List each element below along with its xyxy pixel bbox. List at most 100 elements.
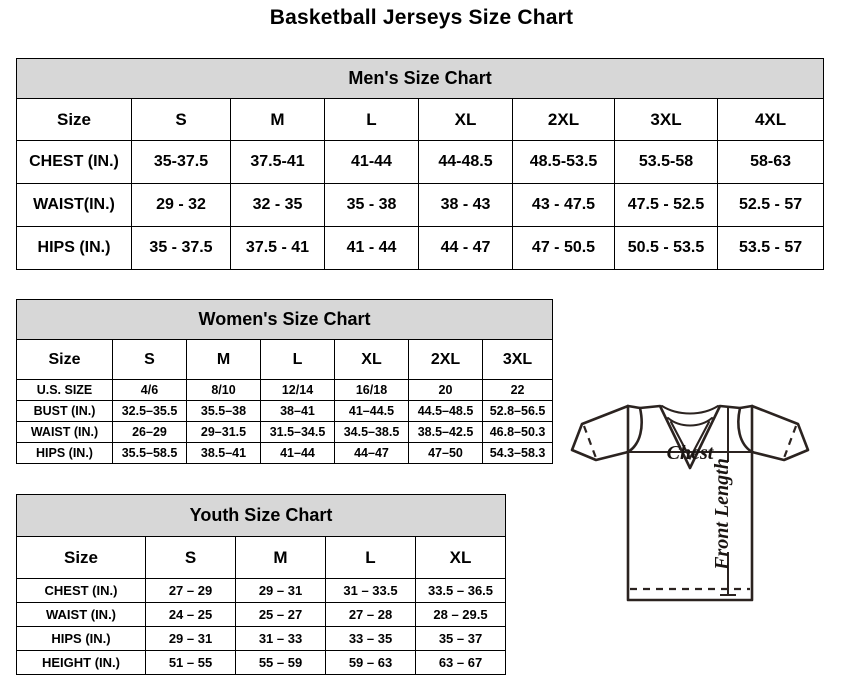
right-shoulder-seam [737,404,754,454]
mens-header-cell: 4XL [716,98,825,141]
womens-header-cell: 3XL [481,339,554,380]
youth-row-label: WAIST (IN.) [16,602,146,627]
womens-cell: 38–41 [260,400,335,422]
youth-cell: 25 – 27 [235,602,326,627]
mens-cell: 41 - 44 [324,226,419,270]
mens-band-row: Men's Size Chart [15,58,825,99]
mens-header-cell: M [230,98,325,141]
mens-cell: 44 - 47 [418,226,513,270]
youth-cell: 29 – 31 [145,626,236,651]
womens-header-row: Size S M L XL 2XL 3XL [16,339,554,380]
youth-cell: 55 – 59 [235,650,326,675]
youth-cell: 31 – 33.5 [325,578,416,603]
youth-cell: 27 – 29 [145,578,236,603]
mens-cell: 43 - 47.5 [512,183,615,227]
youth-cell: 33 – 35 [325,626,416,651]
v-neck-outer-line [638,404,742,470]
mens-header-cell: 2XL [512,98,615,141]
table-row: U.S. SIZE 4/6 8/10 12/14 16/18 20 22 [16,379,554,401]
table-row: HIPS (IN.) 35 - 37.5 37.5 - 41 41 - 44 4… [16,226,825,270]
womens-cell: 47–50 [408,442,483,464]
womens-header-cell: M [186,339,261,380]
left-cuff-dashed-line [582,425,598,459]
womens-cell: 44.5–48.5 [408,400,483,422]
mens-cell: 47 - 50.5 [512,226,615,270]
womens-cell: 32.5–35.5 [112,400,187,422]
youth-header-cell: M [235,536,326,579]
womens-cell: 31.5–34.5 [260,421,335,443]
womens-cell: 46.8–50.3 [481,421,554,443]
mens-cell: 48.5-53.5 [512,140,615,184]
womens-band-title: Women's Size Chart [15,299,554,340]
youth-row-label: CHEST (IN.) [16,578,146,603]
mens-cell: 50.5 - 53.5 [614,226,718,270]
table-row: WAIST (IN.) 26–29 29–31.5 31.5–34.5 34.5… [16,421,554,443]
youth-cell: 63 – 67 [414,650,507,675]
table-row: CHEST (IN.) 35-37.5 37.5-41 41-44 44-48.… [16,140,825,184]
youth-cell: 31 – 33 [235,626,326,651]
mens-cell: 44-48.5 [418,140,513,184]
youth-header-cell: S [145,536,236,579]
womens-header-cell: S [112,339,187,380]
mens-header-cell: L [324,98,419,141]
table-row: BUST (IN.) 32.5–35.5 35.5–38 38–41 41–44… [16,400,554,422]
mens-cell: 32 - 35 [230,183,325,227]
mens-row-label: CHEST (IN.) [16,140,132,184]
mens-header-cell: S [131,98,231,141]
youth-cell: 27 – 28 [325,602,416,627]
mens-cell: 52.5 - 57 [716,183,825,227]
womens-cell: 26–29 [112,421,187,443]
mens-row-label: HIPS (IN.) [16,226,132,270]
youth-cell: 29 – 31 [235,578,326,603]
womens-size-chart-table: Women's Size Chart Size S M L XL 2XL 3XL… [15,299,554,464]
womens-cell: 20 [408,379,483,401]
mens-band-title: Men's Size Chart [15,58,825,99]
mens-cell: 41-44 [324,140,419,184]
mens-cell: 37.5-41 [230,140,325,184]
table-row: HEIGHT (IN.) 51 – 55 55 – 59 59 – 63 63 … [16,650,507,675]
womens-cell: 12/14 [260,379,335,401]
womens-header-cell: Size [16,339,113,380]
mens-cell: 35 - 37.5 [131,226,231,270]
youth-band-row: Youth Size Chart [15,494,507,537]
collar-band-top [660,404,720,415]
mens-size-chart-table: Men's Size Chart Size S M L XL 2XL 3XL 4… [15,58,825,270]
table-row: WAIST(IN.) 29 - 32 32 - 35 35 - 38 38 - … [16,183,825,227]
womens-cell: 4/6 [112,379,187,401]
youth-cell: 59 – 63 [325,650,416,675]
mens-cell: 58-63 [716,140,825,184]
youth-cell: 51 – 55 [145,650,236,675]
table-row: HIPS (IN.) 29 – 31 31 – 33 33 – 35 35 – … [16,626,507,651]
collar-band-mid [666,416,714,427]
womens-cell: 41–44.5 [334,400,409,422]
mens-cell: 35 - 38 [324,183,419,227]
mens-cell: 37.5 - 41 [230,226,325,270]
womens-band-row: Women's Size Chart [15,299,554,340]
youth-row-label: HEIGHT (IN.) [16,650,146,675]
youth-header-row: Size S M L XL [16,536,507,579]
womens-cell: 34.5–38.5 [334,421,409,443]
womens-header-cell: 2XL [408,339,483,380]
womens-cell: 35.5–58.5 [112,442,187,464]
youth-cell: 33.5 – 36.5 [414,578,507,603]
mens-cell: 38 - 43 [418,183,513,227]
womens-row-label: U.S. SIZE [16,379,113,401]
chest-measure-label: Chest [667,442,715,464]
womens-cell: 8/10 [186,379,261,401]
mens-row-label: WAIST(IN.) [16,183,132,227]
youth-cell: 28 – 29.5 [414,602,507,627]
mens-header-cell: XL [418,98,513,141]
womens-header-cell: L [260,339,335,380]
womens-cell: 29–31.5 [186,421,261,443]
mens-cell: 29 - 32 [131,183,231,227]
womens-cell: 54.3–58.3 [481,442,554,464]
mens-cell: 53.5 - 57 [716,226,825,270]
womens-cell: 38.5–42.5 [408,421,483,443]
page-title: Basketball Jerseys Size Chart [269,6,574,29]
youth-header-cell: Size [16,536,146,579]
table-row: WAIST (IN.) 24 – 25 25 – 27 27 – 28 28 –… [16,602,507,627]
womens-cell: 44–47 [334,442,409,464]
youth-header-cell: L [325,536,416,579]
youth-cell: 24 – 25 [145,602,236,627]
mens-header-cell: Size [16,98,132,141]
